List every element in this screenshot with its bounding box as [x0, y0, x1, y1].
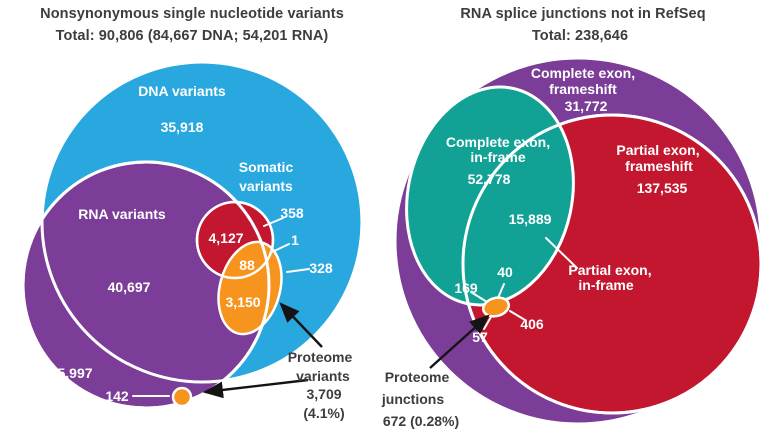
leader-328 [286, 268, 310, 273]
proteome-junctions-arrow [429, 314, 490, 369]
leader-358 [263, 217, 284, 227]
rna-circle-edge-overlay [21, 160, 271, 410]
leader-406 [509, 310, 526, 321]
partial-exon-edge-overlay [461, 113, 763, 415]
proteome-junctions-blob [481, 296, 511, 318]
leader-1 [269, 243, 290, 254]
leader-partial-inframe [545, 237, 578, 269]
left-leader-lines [132, 217, 310, 397]
leader-40 [497, 283, 505, 299]
proteome-rna-only-dot [171, 386, 193, 408]
proteome-dot-arrow [202, 378, 309, 399]
proteome-ellipse-arrow [279, 302, 323, 348]
left-annotation-arrows [202, 302, 323, 399]
leader-169 [470, 291, 488, 303]
